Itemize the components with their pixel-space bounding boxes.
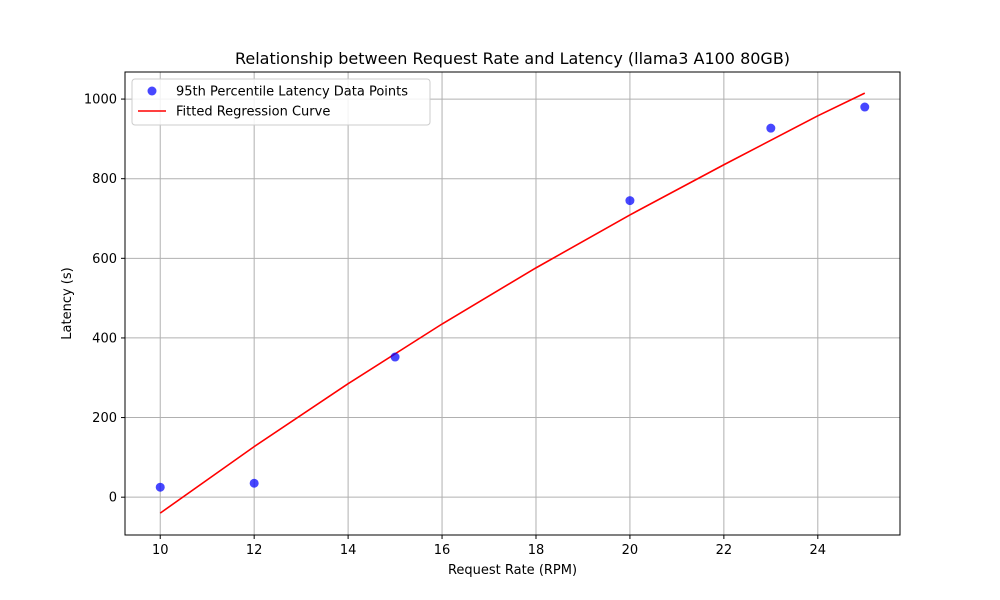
x-tick-label: 14 [340,543,357,558]
x-tick-label: 24 [810,543,827,558]
data-point [249,478,259,488]
data-point [155,482,165,492]
regression-curve-line [159,92,866,514]
y-tick-label: 200 [92,411,117,426]
data-point [766,123,776,133]
plot-frame [124,71,901,536]
x-tick-label: 12 [246,543,263,558]
x-tick-label: 20 [622,543,639,558]
x-tick-label: 22 [716,543,733,558]
legend-marker-scatter [147,86,157,96]
grid [125,72,900,535]
y-tick-label: 800 [92,172,117,187]
legend-label: 95th Percentile Latency Data Points [176,85,408,100]
x-tick-label: 10 [152,543,169,558]
y-tick-label: 600 [92,252,117,267]
data-point [625,196,635,206]
y-tick-label: 400 [92,331,117,346]
legend-label: Fitted Regression Curve [176,105,330,120]
x-tick-label: 16 [434,543,451,558]
x-tick-label: 18 [528,543,545,558]
plot-series [155,92,870,514]
y-axis-title: Latency (s) [60,267,75,339]
legend-box [131,78,431,126]
y-tick-label: 1000 [84,93,117,108]
data-point [860,102,870,112]
x-axis-title: Request Rate (RPM) [448,563,577,578]
legend: 95th Percentile Latency Data Points Fitte… [131,78,431,126]
chart-title: Relationship between Request Rate and La… [235,49,790,68]
axis-ticks: 10 12 14 16 18 20 22 24 0 200 400 600 800 1000 [84,93,826,558]
data-point [390,352,400,362]
y-tick-label: 0 [109,491,117,506]
